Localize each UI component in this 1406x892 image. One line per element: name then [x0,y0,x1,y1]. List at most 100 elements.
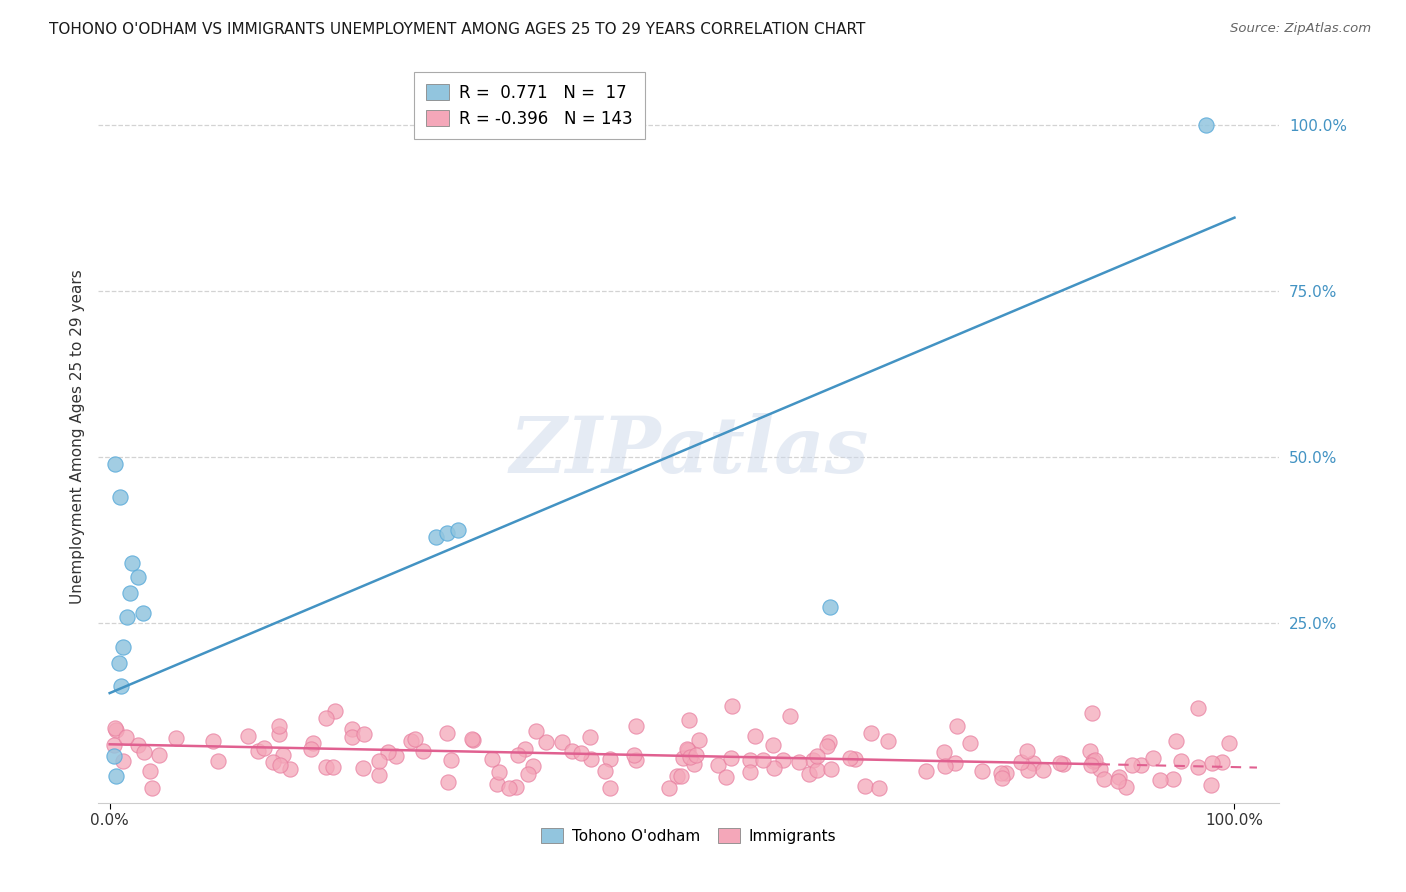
Point [676,742,699,756]
Point [301,735,323,749]
Point [425,530,447,544]
Point [990,771,1012,785]
Point [1078,744,1101,758]
Point [818,599,841,614]
Point [779,709,801,723]
Point [515,741,537,756]
Point [666,769,689,783]
Point [820,762,842,776]
Point [436,726,458,740]
Point [522,759,544,773]
Point [787,755,810,769]
Point [447,523,470,537]
Point [1130,757,1153,772]
Point [844,752,866,766]
Point [1149,772,1171,787]
Point [838,751,860,765]
Point [762,761,785,775]
Point [340,730,363,744]
Point [103,738,125,752]
Point [485,777,508,791]
Point [526,723,548,738]
Legend: Tohono O'odham, Immigrants: Tohono O'odham, Immigrants [536,822,842,850]
Point [1142,751,1164,765]
Point [859,725,882,739]
Point [806,748,828,763]
Point [599,781,621,796]
Point [107,656,129,670]
Point [201,734,224,748]
Point [714,771,737,785]
Point [1161,772,1184,786]
Point [508,747,530,762]
Point [127,738,149,752]
Point [853,779,876,793]
Point [505,780,527,794]
Point [868,781,890,796]
Text: ZIPatlas: ZIPatlas [509,414,869,490]
Point [207,755,229,769]
Point [707,758,730,772]
Point [352,761,374,775]
Point [1199,778,1222,792]
Point [1080,758,1102,772]
Point [772,753,794,767]
Point [685,748,707,763]
Y-axis label: Unemployment Among Ages 25 to 29 years: Unemployment Among Ages 25 to 29 years [69,269,84,605]
Point [461,732,484,747]
Point [1121,757,1143,772]
Point [534,735,557,749]
Point [1164,734,1187,748]
Point [246,744,269,758]
Point [301,741,323,756]
Point [315,711,337,725]
Point [806,763,828,777]
Text: TOHONO O'ODHAM VS IMMIGRANTS UNEMPLOYMENT AMONG AGES 25 TO 29 YEARS CORRELATION : TOHONO O'ODHAM VS IMMIGRANTS UNEMPLOYMEN… [49,22,866,37]
Point [132,607,155,621]
Point [959,735,981,749]
Point [105,769,128,783]
Point [488,764,510,779]
Point [439,752,461,766]
Point [103,749,125,764]
Point [104,721,127,735]
Point [744,729,766,743]
Point [1088,762,1111,776]
Point [1201,756,1223,771]
Point [934,758,956,772]
Point [1049,756,1071,771]
Point [115,609,138,624]
Point [269,758,291,772]
Point [799,767,821,781]
Point [112,640,135,654]
Point [104,723,127,738]
Point [943,756,966,770]
Point [599,752,621,766]
Point [1092,772,1115,787]
Point [682,757,704,772]
Point [877,734,900,748]
Point [481,752,503,766]
Point [141,780,163,795]
Point [148,747,170,762]
Point [815,739,838,754]
Point [461,731,484,746]
Point [675,741,697,756]
Point [1081,706,1104,720]
Point [1218,736,1240,750]
Point [740,753,762,767]
Point [688,732,710,747]
Point [118,586,141,600]
Point [581,751,603,765]
Point [132,745,155,759]
Point [404,732,426,747]
Point [1052,756,1074,771]
Point [340,722,363,736]
Text: Source: ZipAtlas.com: Source: ZipAtlas.com [1230,22,1371,36]
Point [323,704,346,718]
Point [1187,701,1209,715]
Point [752,753,775,767]
Point [551,735,574,749]
Point [990,765,1012,780]
Point [108,490,131,504]
